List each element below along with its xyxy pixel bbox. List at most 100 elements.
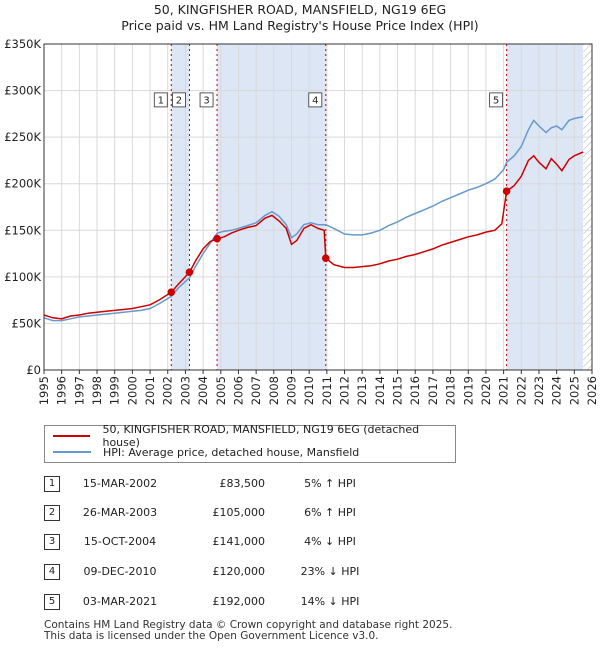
hatch-line <box>583 287 593 298</box>
shaded-period <box>506 44 584 370</box>
x-tick-label: 1996 <box>55 376 69 405</box>
sale-label-box <box>199 92 214 108</box>
table-row: 3 15-OCT-2004 £141,000 4% ↓ HPI <box>0 532 600 552</box>
y-tick-label: £300K <box>4 84 41 98</box>
row-date: 15-MAR-2002 <box>82 477 158 490</box>
hatch-line <box>583 15 592 24</box>
table-row: 5 03-MAR-2021 £192,000 14% ↓ HPI <box>0 592 600 612</box>
row-hpi: 23% ↓ HPI <box>300 565 360 578</box>
x-tick-label: 2014 <box>373 376 387 405</box>
chart-title: 50, KINGFISHER ROAD, MANSFIELD, NG19 6EG <box>153 2 447 17</box>
x-tick-label: 2017 <box>426 376 440 405</box>
hatch-line <box>583 217 593 228</box>
sale-point <box>167 288 176 297</box>
x-tick-label: 1999 <box>108 376 122 405</box>
row-date: 03-MAR-2021 <box>82 595 158 608</box>
sale-label: 4 <box>312 95 318 106</box>
hatch-line <box>583 119 593 130</box>
legend-swatch-hpi <box>53 451 91 453</box>
hatch-line <box>583 357 593 368</box>
hatch-line <box>583 63 593 74</box>
sale-label: 2 <box>176 95 182 106</box>
hatch-line <box>583 231 593 242</box>
table-row: 1 15-MAR-2002 £83,500 5% ↑ HPI <box>0 474 600 494</box>
hatch-line <box>583 147 593 158</box>
sale-point <box>321 254 330 263</box>
row-hpi: 14% ↓ HPI <box>300 595 360 608</box>
footer-license: This data is licensed under the Open Gov… <box>44 630 379 642</box>
hatch-line <box>583 238 593 249</box>
x-tick-label: 2000 <box>125 376 139 405</box>
x-tick-label: 2018 <box>444 376 458 405</box>
x-tick-label: 2011 <box>320 376 334 405</box>
shaded-period <box>217 44 326 370</box>
hatch-line <box>583 84 593 95</box>
sale-label: 3 <box>203 95 209 106</box>
row-number: 4 <box>44 564 60 580</box>
x-tick-label: 1995 <box>37 376 51 405</box>
x-tick-label: 2022 <box>514 376 528 405</box>
sale-label: 5 <box>493 95 499 106</box>
hatch-line <box>583 308 593 319</box>
y-tick-label: £250K <box>4 130 41 144</box>
hatch-line <box>583 140 593 151</box>
hatch-line <box>583 154 593 165</box>
hatch-line <box>583 224 593 235</box>
row-number: 2 <box>44 505 60 521</box>
x-tick-label: 2016 <box>408 376 422 405</box>
x-tick-label: 2006 <box>231 376 245 405</box>
x-tick-label: 2008 <box>267 376 281 405</box>
row-price: £141,000 <box>212 535 266 548</box>
table-row: 2 26-MAR-2003 £105,000 6% ↑ HPI <box>0 503 600 523</box>
x-tick-label: 2007 <box>249 376 263 405</box>
hatch-line <box>583 301 593 312</box>
x-tick-label: 2010 <box>302 376 316 405</box>
sale-point <box>185 268 194 277</box>
legend-swatch-property <box>53 435 91 437</box>
hatch-line <box>583 161 593 172</box>
hatch-line <box>583 259 593 270</box>
hatch-line <box>583 29 592 38</box>
chart-subtitle: Price paid vs. HM Land Registry's House … <box>121 18 479 33</box>
y-tick-label: £350K <box>4 37 41 51</box>
y-tick-label: £100K <box>4 270 41 284</box>
hatch-line <box>583 98 593 109</box>
x-tick-label: 2004 <box>196 376 210 405</box>
row-hpi: 4% ↓ HPI <box>304 535 356 548</box>
row-price: £120,000 <box>212 565 266 578</box>
hatch-line <box>583 182 593 193</box>
x-tick-label: 1998 <box>90 376 104 405</box>
legend-label-property: 50, KINGFISHER ROAD, MANSFIELD, NG19 6EG… <box>102 423 420 449</box>
table-row: 4 09-DEC-2010 £120,000 23% ↓ HPI <box>0 562 600 582</box>
hatch-line <box>583 294 593 305</box>
x-tick-label: 2005 <box>214 376 228 405</box>
hpi-line <box>43 115 584 322</box>
x-tick-label: 2001 <box>143 376 157 405</box>
row-number: 5 <box>44 594 60 610</box>
hatch-line <box>583 273 593 284</box>
hatch-line <box>583 91 593 102</box>
sale-label-box <box>489 92 504 108</box>
row-date: 15-OCT-2004 <box>83 535 157 548</box>
x-tick-label: 2025 <box>567 376 581 405</box>
sale-label-box <box>172 92 186 108</box>
hatch-line <box>583 336 593 347</box>
hatch-line <box>583 210 593 221</box>
hatch-line <box>583 280 593 291</box>
x-tick-label: 2023 <box>532 376 546 405</box>
hatch-line <box>583 105 593 116</box>
legend-item-property: 50, KINGFISHER ROAD, MANSFIELD, NG19 6EG… <box>53 423 455 449</box>
sale-point <box>502 187 511 195</box>
hatch-line <box>583 322 593 333</box>
legend: 50, KINGFISHER ROAD, MANSFIELD, NG19 6EG… <box>44 423 456 463</box>
x-tick-label: 2021 <box>497 376 511 405</box>
x-tick-label: 2012 <box>338 376 352 405</box>
row-hpi: 6% ↑ HPI <box>304 506 356 519</box>
hatch-line <box>583 245 593 256</box>
hatch-line <box>583 49 593 60</box>
hatch-line <box>583 343 593 354</box>
row-price: £83,500 <box>219 477 266 490</box>
hatch-line <box>583 44 592 53</box>
hatch-line <box>583 22 592 31</box>
footer-copyright: Contains HM Land Registry data © Crown c… <box>44 619 453 631</box>
